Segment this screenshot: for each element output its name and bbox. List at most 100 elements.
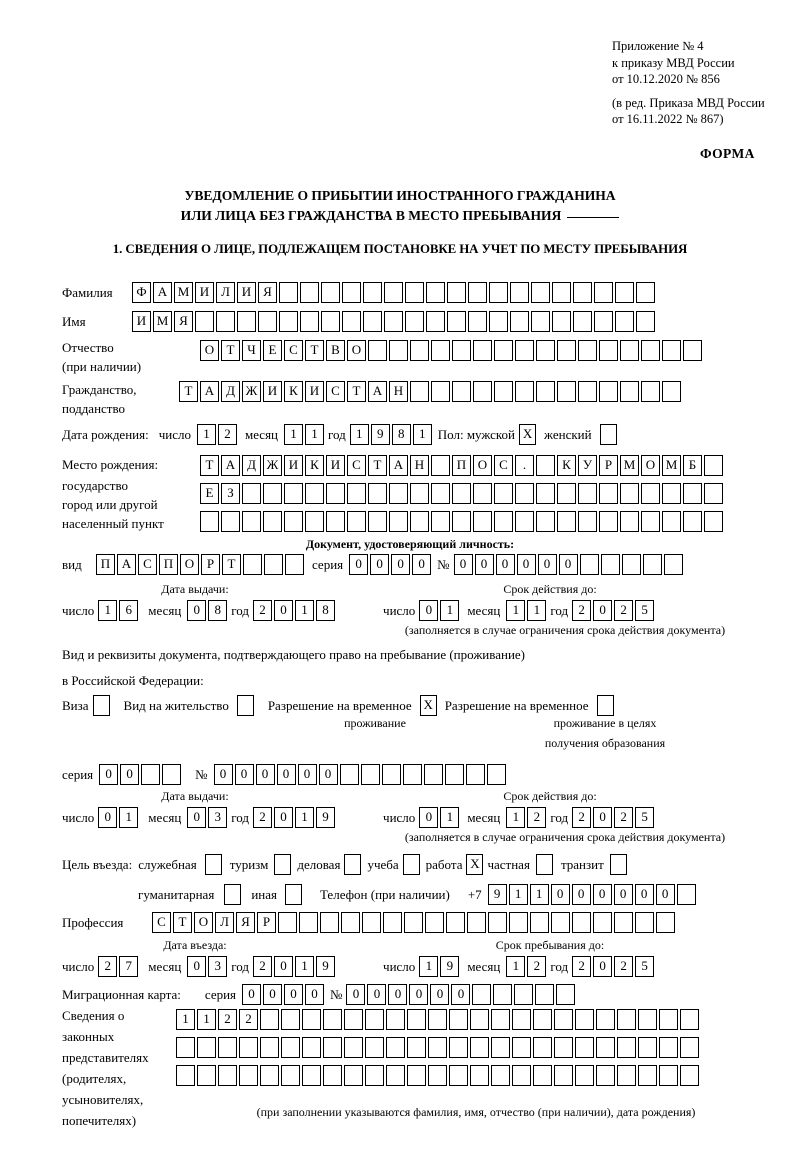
char-cell[interactable]: 0 xyxy=(419,600,439,621)
char-cell[interactable] xyxy=(594,311,613,332)
char-cell[interactable] xyxy=(683,340,702,361)
char-cell[interactable]: А xyxy=(221,455,240,476)
char-cell[interactable] xyxy=(218,1037,237,1058)
char-cell[interactable] xyxy=(446,912,465,933)
char-cell[interactable]: 1 xyxy=(529,884,549,905)
char-cell[interactable] xyxy=(641,340,660,361)
char-cell[interactable]: 2 xyxy=(572,600,592,621)
char-cell[interactable]: К xyxy=(284,381,303,402)
char-cell[interactable]: 9 xyxy=(440,956,460,977)
char-cell[interactable]: А xyxy=(368,381,387,402)
char-cell[interactable] xyxy=(575,1009,594,1030)
char-cell[interactable]: 0 xyxy=(409,984,429,1005)
char-cell[interactable] xyxy=(552,282,571,303)
char-cell[interactable]: 1 xyxy=(440,600,460,621)
char-cell[interactable] xyxy=(195,311,214,332)
char-cell[interactable]: Т xyxy=(305,340,324,361)
char-cell[interactable]: 9 xyxy=(370,424,390,445)
char-cell[interactable]: 1 xyxy=(506,600,526,621)
char-cell[interactable]: 0 xyxy=(274,956,294,977)
char-cell[interactable]: М xyxy=(174,282,193,303)
char-cell[interactable] xyxy=(323,1009,342,1030)
char-cell[interactable]: 0 xyxy=(451,984,471,1005)
char-cell[interactable] xyxy=(533,1037,552,1058)
char-cell[interactable] xyxy=(452,340,471,361)
char-cell[interactable] xyxy=(638,1037,657,1058)
char-cell[interactable]: 1 xyxy=(506,956,526,977)
char-cell[interactable] xyxy=(617,1009,636,1030)
char-cell[interactable] xyxy=(636,311,655,332)
char-cell[interactable] xyxy=(554,1009,573,1030)
permit-edu-checkbox[interactable] xyxy=(596,695,614,716)
char-cell[interactable] xyxy=(368,511,387,532)
char-cell[interactable] xyxy=(302,1065,321,1086)
char-cell[interactable]: П xyxy=(96,554,115,575)
char-cell[interactable]: 0 xyxy=(613,884,633,905)
char-cell[interactable] xyxy=(600,554,620,575)
char-cell[interactable] xyxy=(531,282,550,303)
char-cell[interactable]: 1 xyxy=(196,424,216,445)
char-cell[interactable] xyxy=(365,1065,384,1086)
char-cell[interactable] xyxy=(704,483,723,504)
char-cell[interactable] xyxy=(680,1065,699,1086)
char-cell[interactable] xyxy=(305,511,324,532)
char-cell[interactable] xyxy=(278,912,297,933)
char-cell[interactable] xyxy=(284,511,303,532)
char-cell[interactable] xyxy=(531,311,550,332)
char-cell[interactable] xyxy=(473,511,492,532)
char-cell[interactable]: 2 xyxy=(218,1009,237,1030)
char-cell[interactable]: 1 xyxy=(305,424,325,445)
char-cell[interactable] xyxy=(360,764,380,785)
permit-visa-checkbox[interactable] xyxy=(92,695,110,716)
char-cell[interactable]: В xyxy=(326,340,345,361)
char-cell[interactable]: 8 xyxy=(391,424,411,445)
char-cell[interactable]: Р xyxy=(599,455,618,476)
char-cell[interactable] xyxy=(197,1065,216,1086)
char-cell[interactable]: 0 xyxy=(297,764,317,785)
char-cell[interactable]: С xyxy=(138,554,157,575)
char-cell[interactable]: Л xyxy=(216,282,235,303)
char-cell[interactable] xyxy=(452,511,471,532)
char-cell[interactable] xyxy=(449,1065,468,1086)
char-cell[interactable] xyxy=(620,340,639,361)
char-cell[interactable] xyxy=(323,1037,342,1058)
char-cell[interactable]: 9 xyxy=(487,884,507,905)
char-cell[interactable] xyxy=(470,1065,489,1086)
char-cell[interactable] xyxy=(557,511,576,532)
char-cell[interactable] xyxy=(302,1009,321,1030)
char-cell[interactable] xyxy=(473,381,492,402)
char-cell[interactable]: И xyxy=(132,311,151,332)
char-cell[interactable] xyxy=(512,1037,531,1058)
char-cell[interactable] xyxy=(509,912,528,933)
char-cell[interactable] xyxy=(536,455,555,476)
char-cell[interactable]: 0 xyxy=(99,764,119,785)
char-cell[interactable]: 1 xyxy=(284,424,304,445)
char-cell[interactable] xyxy=(491,1037,510,1058)
char-cell[interactable] xyxy=(641,381,660,402)
char-cell[interactable] xyxy=(573,311,592,332)
char-cell[interactable] xyxy=(321,311,340,332)
char-cell[interactable] xyxy=(402,764,422,785)
purpose-checkbox-delovaya[interactable] xyxy=(344,854,362,875)
char-cell[interactable] xyxy=(530,912,549,933)
char-cell[interactable] xyxy=(488,912,507,933)
char-cell[interactable] xyxy=(659,1065,678,1086)
char-cell[interactable] xyxy=(260,1065,279,1086)
char-cell[interactable] xyxy=(659,1037,678,1058)
char-cell[interactable] xyxy=(365,1037,384,1058)
char-cell[interactable]: Я xyxy=(258,282,277,303)
char-cell[interactable]: 0 xyxy=(419,807,439,828)
char-cell[interactable] xyxy=(243,554,262,575)
char-cell[interactable] xyxy=(141,764,161,785)
char-cell[interactable]: И xyxy=(326,455,345,476)
char-cell[interactable]: 0 xyxy=(634,884,654,905)
char-cell[interactable]: М xyxy=(662,455,681,476)
char-cell[interactable]: Т xyxy=(222,554,241,575)
char-cell[interactable] xyxy=(683,483,702,504)
char-cell[interactable] xyxy=(641,511,660,532)
char-cell[interactable] xyxy=(281,1009,300,1030)
